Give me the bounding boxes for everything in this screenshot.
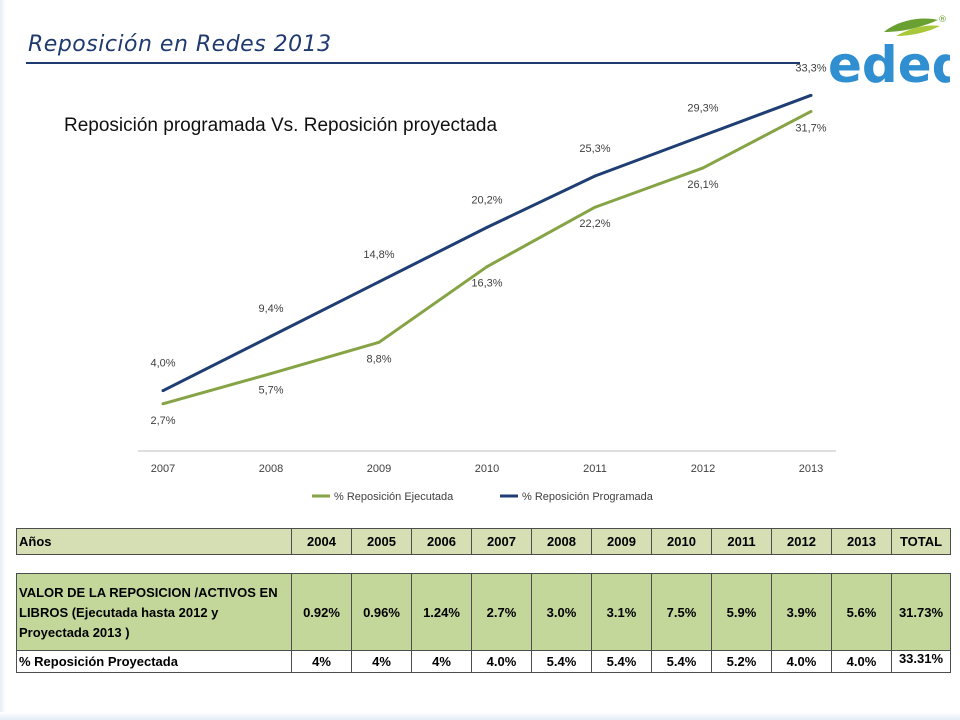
data-point [377, 340, 381, 344]
header-cell: 2006 [411, 528, 472, 555]
table-cell: 3.0% [531, 573, 592, 651]
x-tick-label: 2007 [151, 463, 175, 475]
series-layer [161, 93, 813, 406]
series-line-ejecutada [162, 110, 812, 406]
logo-wordmark: edeq [828, 36, 950, 94]
data-point [485, 265, 489, 269]
data-point [269, 334, 273, 338]
data-label: 33,3% [795, 62, 826, 74]
table-cell: 0.92% [291, 573, 352, 651]
data-point [809, 109, 813, 113]
data-point [593, 205, 597, 209]
legend-label: % Reposición Ejecutada [334, 491, 454, 503]
slide-title: Reposición en Redes 2013 [28, 32, 332, 57]
x-tick-layer: 2007 2008 2009 2010 2011 2012 2013 [151, 463, 823, 475]
data-point [377, 280, 381, 284]
x-tick-label: 2010 [475, 463, 499, 475]
edeq-logo: edeq ® [828, 15, 950, 94]
slide-left-edge [0, 0, 6, 720]
table-cell: 4% [411, 650, 472, 673]
line-chart: 2,7% 5,7% 8,8% 16,3% 22,2% 26,1% 31,7% 4,0% 9,4%… [138, 62, 836, 503]
data-label: 20,2% [471, 194, 502, 206]
header-cell: 2013 [831, 528, 892, 555]
table-cell: 4.0% [831, 650, 892, 673]
data-label: 5,7% [258, 385, 283, 397]
years-header-table: Años 2004 2005 2006 2007 2008 2009 2010 2011 2012… [16, 528, 951, 555]
logo-leaf-dark [884, 18, 938, 32]
table-cell: 4.0% [771, 650, 832, 673]
table-cell: 33.31% [891, 650, 951, 673]
x-tick-label: 2012 [691, 463, 715, 475]
x-tick-label: 2009 [367, 463, 391, 475]
header-cell: 2007 [471, 528, 532, 555]
header-cell: 2009 [591, 528, 652, 555]
row-label: % Reposición Proyectada [16, 650, 292, 673]
header-cell: 2005 [351, 528, 412, 555]
table-cell: 5.4% [591, 650, 652, 673]
table-cell: 4% [351, 650, 412, 673]
header-cell: 2008 [531, 528, 592, 555]
header-row: Años 2004 2005 2006 2007 2008 2009 2010 2011 2012… [16, 528, 951, 555]
data-point [269, 372, 273, 376]
data-label: 26,1% [687, 179, 718, 191]
slide-bottom-edge [0, 712, 960, 720]
data-point [809, 93, 813, 97]
table-cell: 4.0% [471, 650, 532, 673]
table-cell: 5.9% [711, 573, 772, 651]
legend-label: % Reposición Programada [522, 491, 654, 503]
series-line-programada [162, 93, 812, 393]
table-cell: 2.7% [471, 573, 532, 651]
data-point [161, 389, 165, 393]
header-cell: TOTAL [891, 528, 951, 555]
table-cell: 5.2% [711, 650, 772, 673]
table-cell: 5.4% [651, 650, 712, 673]
table-cell: 31.73% [891, 573, 951, 651]
header-cell: 2004 [291, 528, 352, 555]
data-point [701, 166, 705, 170]
chart-subtitle: Reposición programada Vs. Reposición pro… [64, 115, 498, 136]
data-label: 22,2% [579, 218, 610, 230]
x-tick-label: 2008 [259, 463, 283, 475]
header-label: Años [16, 528, 292, 555]
x-tick-label: 2013 [799, 463, 823, 475]
table-cell: 5.6% [831, 573, 892, 651]
data-label: 8,8% [366, 353, 391, 365]
data-label: 9,4% [258, 303, 283, 315]
data-label: 25,3% [579, 143, 610, 155]
legend: % Reposición Ejecutada % Reposición Progr… [312, 491, 654, 503]
data-label: 16,3% [471, 278, 502, 290]
table-row: VALOR DE LA REPOSICION /ACTIVOS EN LIBRO… [16, 573, 951, 651]
data-point [161, 402, 165, 406]
table-row: % Reposición Proyectada 4% 4% 4% 4.0% 5.4% 5.… [16, 650, 951, 673]
data-point [593, 174, 597, 178]
logo-registered-mark: ® [938, 15, 947, 25]
reposition-data-table: VALOR DE LA REPOSICION /ACTIVOS EN LIBRO… [16, 573, 951, 673]
data-label-layer: 2,7% 5,7% 8,8% 16,3% 22,2% 26,1% 31,7% 4,0% 9,4%… [150, 62, 826, 426]
table-cell: 0.96% [351, 573, 412, 651]
header-cell: 2012 [771, 528, 832, 555]
data-label: 14,8% [363, 249, 394, 261]
data-label: 2,7% [150, 415, 175, 427]
data-label: 29,3% [687, 103, 718, 115]
row-label: VALOR DE LA REPOSICION /ACTIVOS EN LIBRO… [16, 573, 292, 651]
data-label: 31,7% [795, 122, 826, 134]
data-point [701, 134, 705, 138]
data-point [485, 225, 489, 229]
table-cell: 5.4% [531, 650, 592, 673]
table-cell: 3.9% [771, 573, 832, 651]
header-cell: 2010 [651, 528, 712, 555]
table-cell: 1.24% [411, 573, 472, 651]
header-cell: 2011 [711, 528, 772, 555]
table-cell: 4% [291, 650, 352, 673]
table-cell: 7.5% [651, 573, 712, 651]
x-tick-label: 2011 [583, 463, 607, 475]
title-underline [26, 62, 800, 64]
logo-leaf-light [896, 25, 940, 36]
table-cell: 3.1% [591, 573, 652, 651]
data-label: 4,0% [150, 358, 175, 370]
